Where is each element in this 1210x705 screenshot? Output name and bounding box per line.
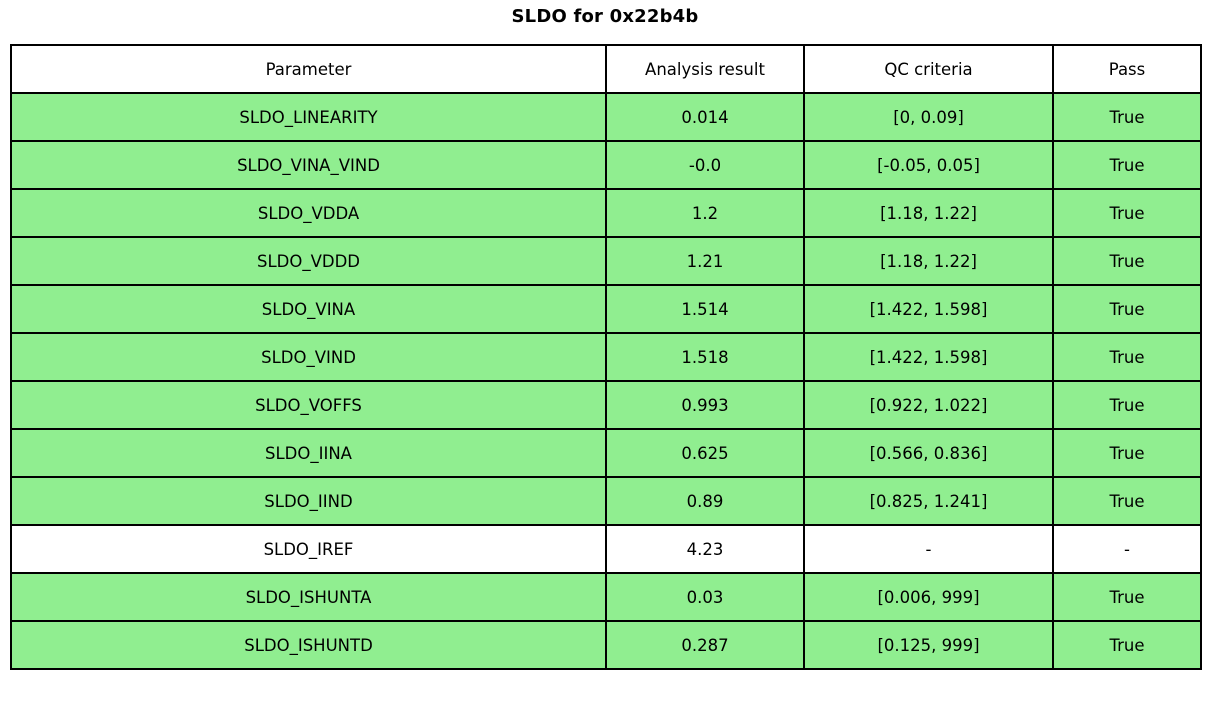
cell-pass: True: [1052, 284, 1202, 334]
table-row: SLDO_IIND 0.89 [0.825, 1.241] True: [10, 476, 1202, 526]
cell-pass: True: [1052, 476, 1202, 526]
table-row: SLDO_VDDA 1.2 [1.18, 1.22] True: [10, 188, 1202, 238]
table-row: SLDO_VINA_VIND -0.0 [-0.05, 0.05] True: [10, 140, 1202, 190]
cell-parameter: SLDO_VDDD: [10, 236, 607, 286]
cell-qc-criteria: [0.825, 1.241]: [803, 476, 1054, 526]
page-title: SLDO for 0x22b4b: [511, 6, 699, 27]
cell-analysis-result: -0.0: [605, 140, 805, 190]
cell-pass: True: [1052, 380, 1202, 430]
cell-pass: True: [1052, 188, 1202, 238]
cell-pass: True: [1052, 428, 1202, 478]
table-row: SLDO_VIND 1.518 [1.422, 1.598] True: [10, 332, 1202, 382]
cell-parameter: SLDO_VDDA: [10, 188, 607, 238]
cell-parameter: SLDO_VINA_VIND: [10, 140, 607, 190]
cell-qc-criteria: [-0.05, 0.05]: [803, 140, 1054, 190]
cell-pass: True: [1052, 236, 1202, 286]
col-header-qc-criteria: QC criteria: [803, 44, 1054, 94]
cell-pass: True: [1052, 332, 1202, 382]
table-row: SLDO_ISHUNTD 0.287 [0.125, 999] True: [10, 620, 1202, 670]
cell-analysis-result: 0.287: [605, 620, 805, 670]
cell-parameter: SLDO_VOFFS: [10, 380, 607, 430]
cell-qc-criteria: -: [803, 524, 1054, 574]
cell-pass: True: [1052, 620, 1202, 670]
cell-pass: True: [1052, 140, 1202, 190]
cell-analysis-result: 4.23: [605, 524, 805, 574]
cell-parameter: SLDO_IIND: [10, 476, 607, 526]
cell-analysis-result: 0.014: [605, 92, 805, 142]
cell-analysis-result: 1.518: [605, 332, 805, 382]
cell-qc-criteria: [0.566, 0.836]: [803, 428, 1054, 478]
cell-analysis-result: 1.2: [605, 188, 805, 238]
cell-qc-criteria: [1.422, 1.598]: [803, 284, 1054, 334]
cell-analysis-result: 1.514: [605, 284, 805, 334]
table-row: SLDO_VDDD 1.21 [1.18, 1.22] True: [10, 236, 1202, 286]
cell-qc-criteria: [0.006, 999]: [803, 572, 1054, 622]
cell-qc-criteria: [0, 0.09]: [803, 92, 1054, 142]
table-row: SLDO_IREF 4.23- -: [10, 524, 1202, 574]
cell-analysis-result: 1.21: [605, 236, 805, 286]
cell-qc-criteria: [1.422, 1.598]: [803, 332, 1054, 382]
cell-analysis-result: 0.625: [605, 428, 805, 478]
cell-qc-criteria: [1.18, 1.22]: [803, 188, 1054, 238]
col-header-analysis-result: Analysis result: [605, 44, 805, 94]
cell-analysis-result: 0.993: [605, 380, 805, 430]
table-row: SLDO_ISHUNTA 0.03 [0.006, 999] True: [10, 572, 1202, 622]
table-row: SLDO_VOFFS 0.993 [0.922, 1.022] True: [10, 380, 1202, 430]
cell-parameter: SLDO_IINA: [10, 428, 607, 478]
cell-analysis-result: 0.89: [605, 476, 805, 526]
cell-parameter: SLDO_ISHUNTA: [10, 572, 607, 622]
qc-results-table: Parameter Analysis result QC criteria Pa…: [10, 44, 1202, 670]
col-header-pass: Pass: [1052, 44, 1202, 94]
table-row: SLDO_VINA 1.514 [1.422, 1.598] True: [10, 284, 1202, 334]
cell-pass: -: [1052, 524, 1202, 574]
table-row: SLDO_LINEARITY 0.014 [0, 0.09] True: [10, 92, 1202, 142]
cell-parameter: SLDO_ISHUNTD: [10, 620, 607, 670]
cell-parameter: SLDO_LINEARITY: [10, 92, 607, 142]
cell-pass: True: [1052, 572, 1202, 622]
cell-parameter: SLDO_VIND: [10, 332, 607, 382]
cell-qc-criteria: [0.125, 999]: [803, 620, 1054, 670]
cell-qc-criteria: [1.18, 1.22]: [803, 236, 1054, 286]
cell-qc-criteria: [0.922, 1.022]: [803, 380, 1054, 430]
cell-parameter: SLDO_VINA: [10, 284, 607, 334]
cell-parameter: SLDO_IREF: [10, 524, 607, 574]
table-row: SLDO_IINA 0.625 [0.566, 0.836] True: [10, 428, 1202, 478]
col-header-parameter: Parameter: [10, 44, 607, 94]
cell-analysis-result: 0.03: [605, 572, 805, 622]
header-row: Parameter Analysis result QC criteria Pa…: [10, 44, 1202, 94]
cell-pass: True: [1052, 92, 1202, 142]
